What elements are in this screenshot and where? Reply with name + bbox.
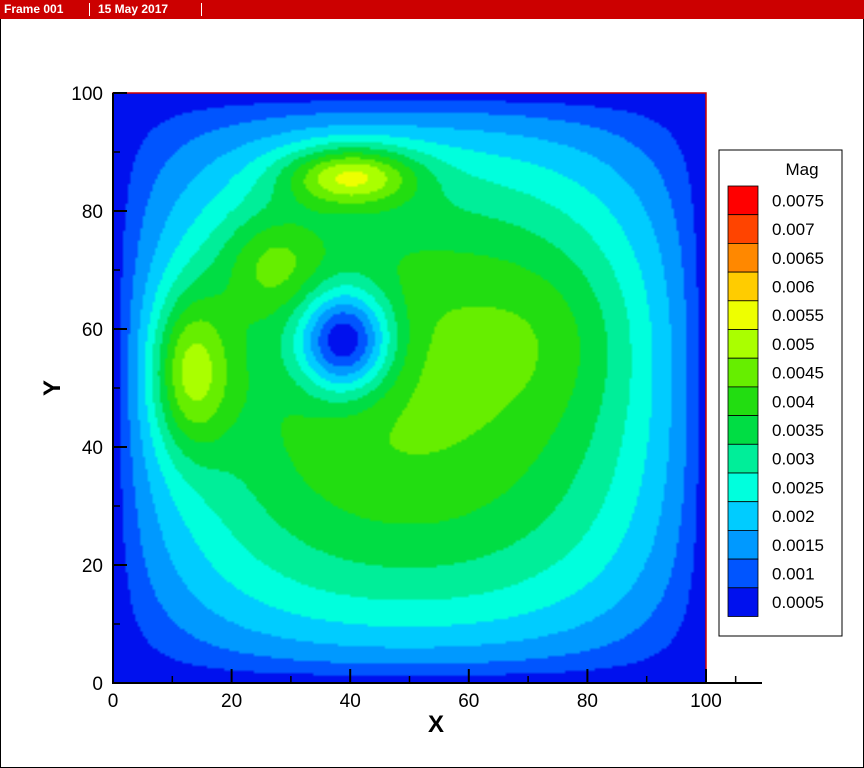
x-tick-label: 80 xyxy=(577,691,598,712)
x-tick-label: 40 xyxy=(340,691,361,712)
legend-label: 0.0035 xyxy=(772,421,824,440)
contour-fill-image xyxy=(113,93,706,683)
legend-label: 0.0055 xyxy=(772,306,824,325)
legend-label: 0.0075 xyxy=(772,191,824,210)
frame-header: Frame 001 15 May 2017 xyxy=(0,0,864,19)
legend: Mag 0.0075 0.007 0.0065 0.006 0.0055 0.005 0.0… xyxy=(718,149,843,637)
legend-label: 0.007 xyxy=(772,220,815,239)
y-axis-title: Y xyxy=(39,380,66,396)
x-axis-title: X xyxy=(428,711,444,738)
legend-label: 0.0005 xyxy=(772,593,824,612)
legend-swatch xyxy=(727,242,759,273)
legend-swatch xyxy=(727,386,759,416)
legend-swatch xyxy=(727,530,759,560)
legend-swatch xyxy=(727,300,759,330)
date-label: 15 May 2017 xyxy=(98,2,169,16)
legend-swatch xyxy=(727,472,759,503)
axes: 0 20 40 60 80 100 0 20 40 60 80 100 xyxy=(71,84,762,712)
legend-swatch xyxy=(727,271,759,302)
y-tick-label: 0 xyxy=(92,674,103,695)
legend-label: 0.005 xyxy=(772,335,815,354)
legend-label: 0.0065 xyxy=(772,249,824,268)
y-tick-label: 20 xyxy=(82,556,103,577)
legend-label: 0.002 xyxy=(772,507,815,526)
x-tick-label: 20 xyxy=(221,691,242,712)
legend-label: 0.0045 xyxy=(772,364,824,383)
legend-swatch xyxy=(727,443,759,474)
legend-label: 0.0025 xyxy=(772,478,824,497)
legend-label: 0.001 xyxy=(772,564,815,583)
y-tick-label: 60 xyxy=(82,320,103,341)
legend-title: Mag xyxy=(785,160,818,179)
legend-label: 0.003 xyxy=(772,450,815,469)
y-tick-label: 80 xyxy=(82,202,103,223)
y-tick-label: 40 xyxy=(82,438,103,459)
contour-field xyxy=(112,92,707,684)
legend-label: 0.004 xyxy=(772,392,815,411)
x-tick-label: 0 xyxy=(108,691,119,712)
y-tick-label: 100 xyxy=(71,84,103,105)
legend-swatch xyxy=(727,357,759,388)
legend-label: 0.006 xyxy=(772,277,815,296)
header-separator xyxy=(201,3,202,16)
legend-swatch xyxy=(727,329,759,359)
x-tick-label: 60 xyxy=(458,691,479,712)
legend-swatch xyxy=(727,558,759,589)
legend-swatch xyxy=(727,587,759,617)
legend-swatch xyxy=(727,501,759,531)
legend-swatch xyxy=(727,185,759,216)
header-separator xyxy=(89,3,90,16)
legend-swatch xyxy=(727,415,759,445)
x-tick-label: 100 xyxy=(690,691,722,712)
frame-label: Frame 001 xyxy=(4,2,64,16)
legend-label: 0.0015 xyxy=(772,536,824,555)
legend-swatch xyxy=(727,214,759,244)
